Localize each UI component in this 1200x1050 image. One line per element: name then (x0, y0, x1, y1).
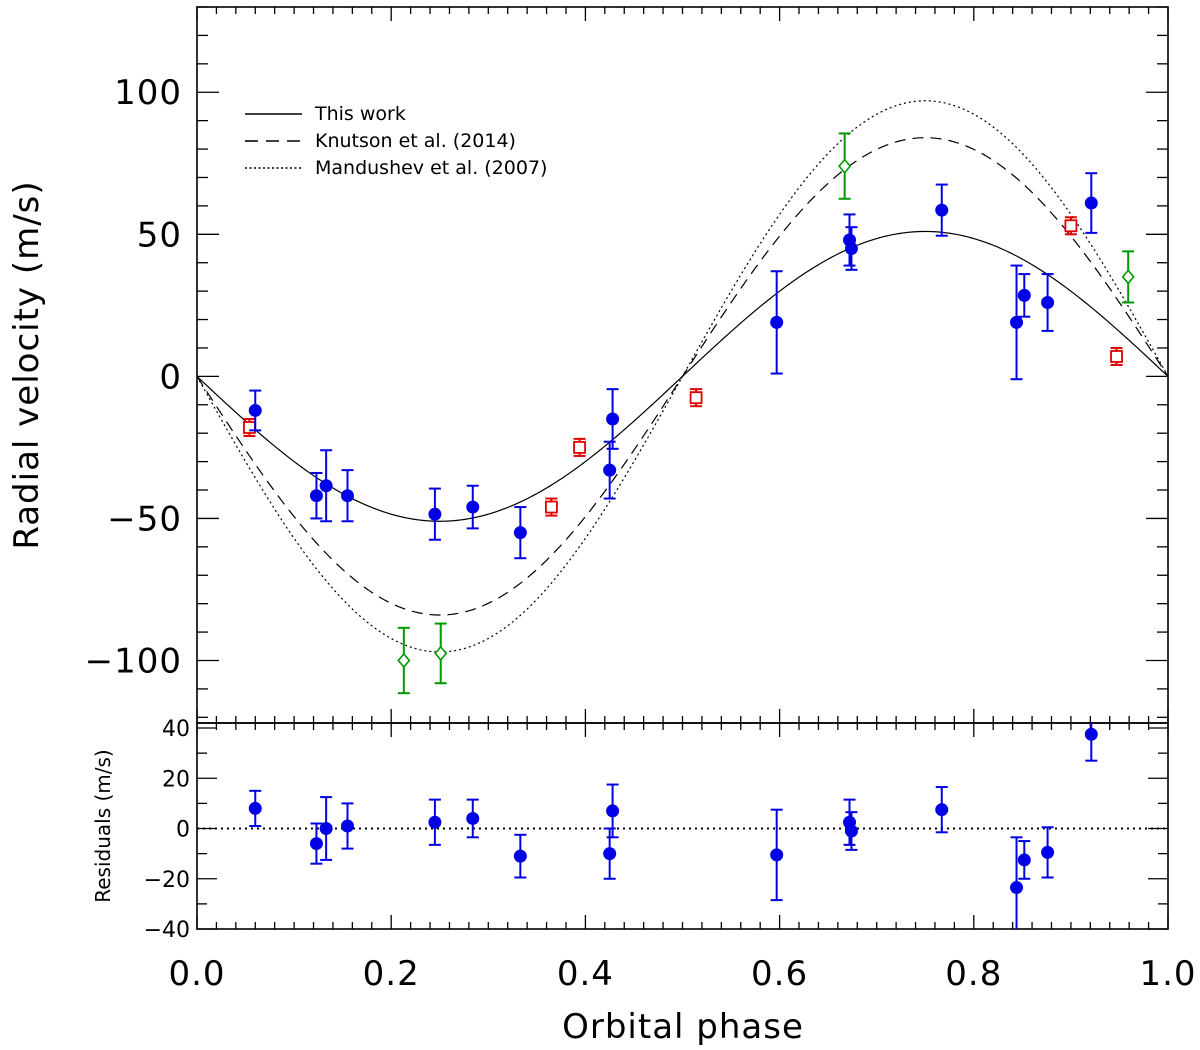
data-point-circle (309, 489, 323, 503)
rv-y-tick-label: 0 (159, 357, 182, 397)
data-point-circle (341, 489, 355, 503)
data-point-circle (1017, 288, 1031, 302)
data-point-circle (319, 822, 333, 836)
data-point-circle (1041, 295, 1055, 309)
rv-y-tick-label: 50 (137, 215, 182, 255)
res-y-tick-label: −20 (144, 868, 190, 893)
legend-label: Mandushev et al. (2007) (315, 157, 547, 179)
orbital-phase-axis-label: Orbital phase (562, 1007, 804, 1047)
x-tick-label: 0.0 (168, 954, 225, 994)
data-point-circle (770, 848, 784, 862)
data-point-circle (606, 804, 620, 818)
data-point-circle (1084, 196, 1098, 210)
rv-y-tick-label: −100 (85, 641, 182, 681)
data-point-circle (466, 500, 480, 514)
rv-y-tick-label: −50 (107, 499, 182, 539)
data-point-circle (603, 847, 617, 861)
res-y-tick-label: 0 (176, 818, 190, 843)
data-point-square (1110, 350, 1123, 363)
data-point-circle (1010, 881, 1024, 895)
data-point-circle (770, 315, 784, 329)
res-y-tick-label: 40 (162, 717, 190, 742)
data-point-circle (248, 801, 262, 815)
data-point-circle (603, 463, 617, 477)
data-point-circle (513, 526, 527, 540)
data-point-diamond (397, 652, 411, 669)
model-curve-dotted (196, 100, 1169, 653)
rv-y-tick-label: 100 (114, 73, 182, 113)
legend-label: This work (314, 103, 406, 125)
x-tick-label: 0.2 (363, 954, 420, 994)
data-point-square (689, 391, 703, 405)
data-point-circle (466, 811, 480, 825)
data-point-circle (513, 849, 527, 863)
x-tick-label: 1.0 (1139, 954, 1196, 994)
residuals-panel: 0.0 0.2 0.4 0.6 0.8 1.0 −40 −20 0 20 40 (144, 7, 1196, 994)
data-point-circle (935, 203, 949, 217)
radial-velocity-axis-label: Radial velocity (m/s) (7, 180, 47, 549)
legend-label: Knutson et al. (2014) (315, 130, 516, 152)
res-y-tick-label: 20 (162, 767, 190, 792)
x-tick-label: 0.4 (557, 954, 614, 994)
data-point-square (243, 421, 256, 434)
data-point-circle (1041, 845, 1055, 859)
data-point-circle (319, 479, 333, 493)
data-point-circle (935, 803, 949, 817)
residuals-axis-label: Residuals (m/s) (91, 749, 115, 903)
res-y-tick-label: −40 (144, 918, 190, 943)
x-tick-label: 0.8 (945, 954, 1002, 994)
data-point-circle (1084, 727, 1098, 741)
data-point-circle (428, 507, 442, 521)
data-point-diamond (434, 645, 448, 662)
data-point-diamond (1121, 269, 1135, 285)
data-point-circle (309, 837, 323, 851)
x-tick-label: 0.6 (751, 954, 808, 994)
data-point-diamond (838, 158, 852, 174)
data-point-circle (606, 412, 620, 426)
data-point-circle (341, 819, 355, 833)
data-point-circle (844, 242, 858, 256)
radial-velocity-panel: −100 −50 0 50 100 This work Knutson et al. (20… (85, 6, 1169, 724)
data-point-circle (844, 824, 858, 838)
data-point-square (1064, 219, 1078, 233)
data-point-circle (1010, 315, 1024, 329)
data-point-square (573, 440, 586, 454)
data-point-circle (428, 815, 442, 829)
data-point-square (545, 500, 558, 514)
data-point-circle (1017, 853, 1031, 867)
data-point-circle (248, 403, 262, 417)
